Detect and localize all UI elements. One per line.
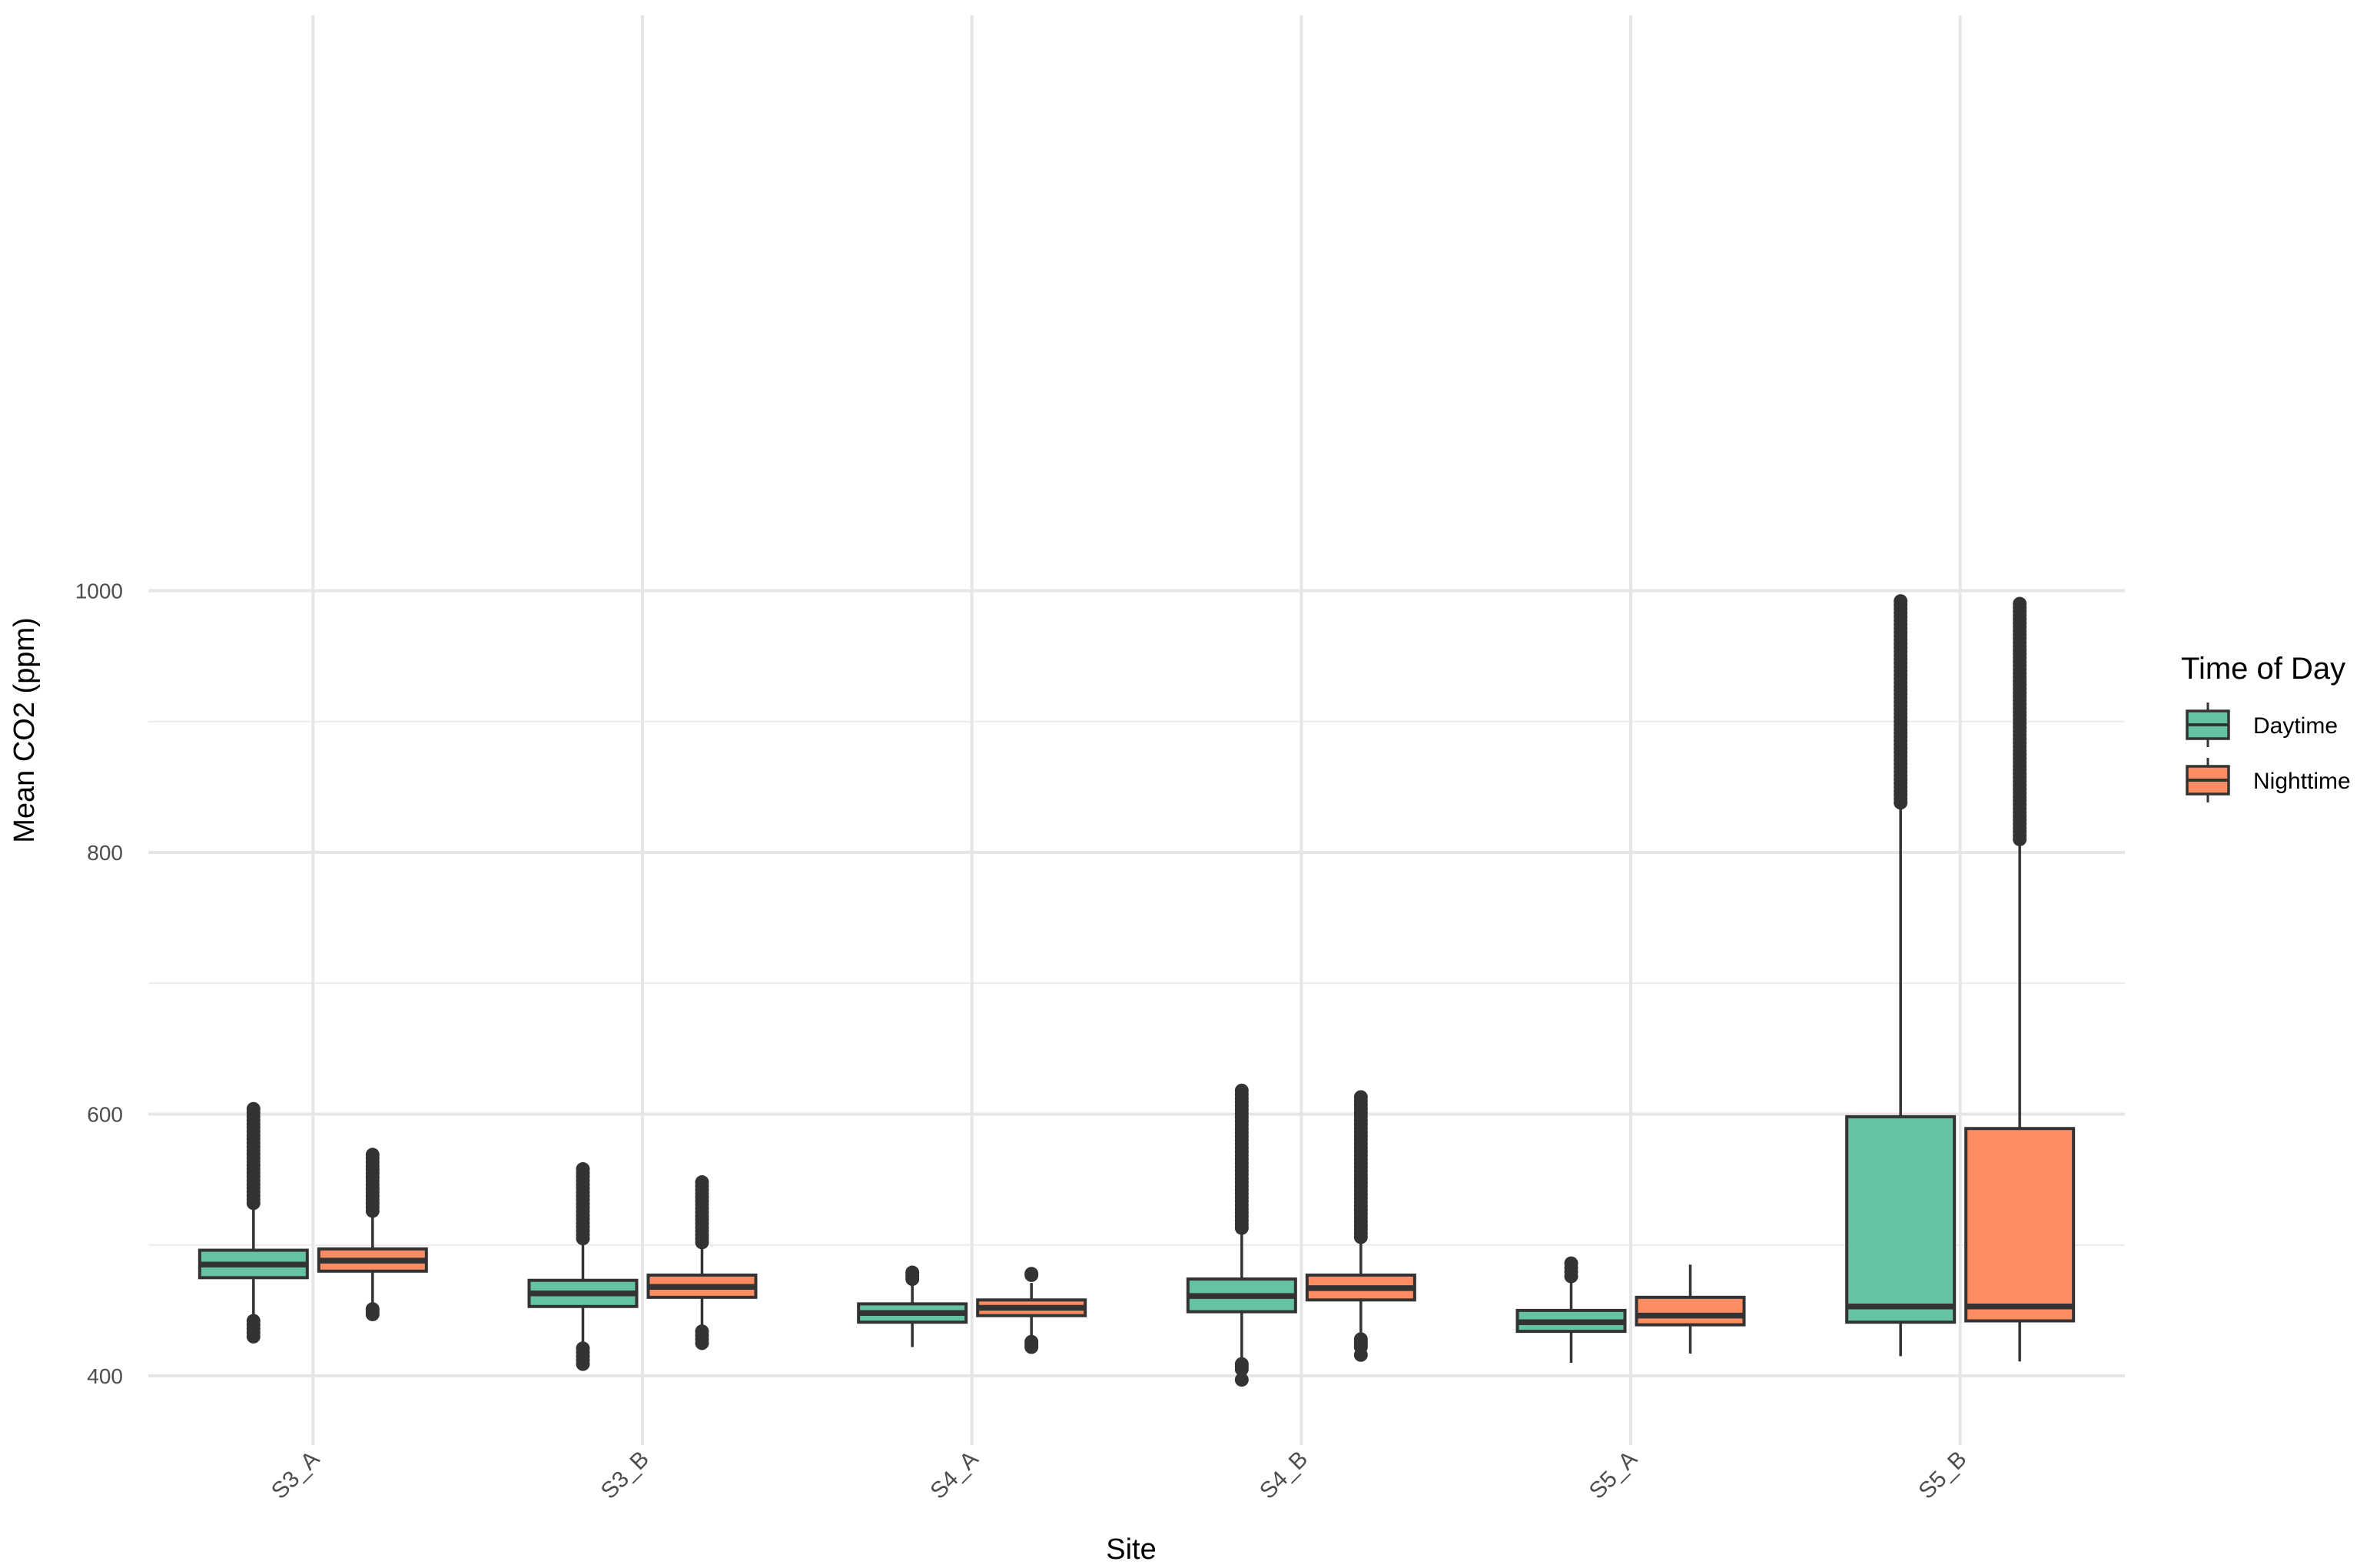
y-axis-title: Mean CO2 (ppm) <box>8 617 41 843</box>
outlier-point <box>1234 1373 1249 1387</box>
outlier-point <box>1234 1083 1249 1098</box>
x-axis-ticks: S3_A S3_B S4_A S4_B S5_A S5_B <box>267 1447 1972 1504</box>
outlier-point <box>576 1162 590 1177</box>
legend-label: Daytime <box>2253 713 2338 739</box>
outlier-point <box>1024 1267 1039 1281</box>
outlier-point <box>246 1314 261 1328</box>
x-tick-label: S5_A <box>1585 1447 1642 1504</box>
legend-item-daytime: Daytime <box>2186 703 2338 747</box>
outlier-point <box>365 1302 380 1317</box>
y-tick-label: 600 <box>87 1103 123 1127</box>
legend-item-nighttime: Nighttime <box>2186 758 2351 802</box>
y-tick-label: 1000 <box>75 580 123 603</box>
box-iqr <box>1845 1115 1957 1324</box>
x-tick-label: S5_B <box>1914 1447 1971 1504</box>
box-iqr <box>1635 1295 1746 1327</box>
outlier-point <box>1564 1256 1578 1271</box>
y-tick-label: 400 <box>87 1364 123 1388</box>
box-nighttime-s4_a <box>976 1267 1087 1354</box>
box-daytime-s5_b <box>1845 594 1957 1357</box>
outlier-point <box>695 1324 709 1339</box>
box-nighttime-s4_b <box>1305 1090 1416 1362</box>
outlier-point <box>1353 1090 1368 1105</box>
outlier-point <box>695 1175 709 1190</box>
outlier-point <box>1024 1334 1039 1349</box>
grid-lines <box>148 15 2125 1445</box>
y-tick-label: 800 <box>87 841 123 865</box>
box-nighttime-s3_a <box>317 1148 428 1321</box>
legend-title: Time of Day <box>2181 652 2345 686</box>
box-series <box>198 594 2076 1387</box>
outlier-point <box>2013 596 2027 611</box>
legend: Time of Day Daytime Nighttime <box>2181 652 2351 802</box>
x-tick-label: S4_B <box>1255 1447 1313 1504</box>
box-daytime-s5_a <box>1515 1256 1627 1363</box>
outlier-point <box>1234 1357 1249 1371</box>
box-nighttime-s3_b <box>646 1175 758 1350</box>
box-daytime-s4_b <box>1186 1083 1297 1387</box>
x-tick-label: S4_A <box>925 1447 983 1504</box>
box-nighttime-s5_b <box>1964 596 2076 1362</box>
outlier-point <box>905 1265 920 1280</box>
box-daytime-s3_b <box>527 1162 639 1371</box>
x-tick-label: S3_B <box>596 1447 654 1504</box>
outlier-point <box>365 1148 380 1162</box>
legend-label: Nighttime <box>2253 769 2351 794</box>
x-tick-label: S3_A <box>267 1447 324 1504</box>
box-iqr <box>1964 1127 2076 1323</box>
outlier-point <box>1894 594 1908 609</box>
outlier-point <box>1353 1332 1368 1347</box>
box-daytime-s3_a <box>198 1101 309 1344</box>
box-daytime-s4_a <box>857 1265 968 1347</box>
box-nighttime-s5_a <box>1635 1264 1746 1354</box>
outlier-point <box>576 1341 590 1356</box>
x-axis-title: Site <box>1106 1533 1156 1566</box>
outlier-point <box>246 1101 261 1116</box>
y-axis-ticks: 400 600 800 1000 <box>75 580 123 1389</box>
